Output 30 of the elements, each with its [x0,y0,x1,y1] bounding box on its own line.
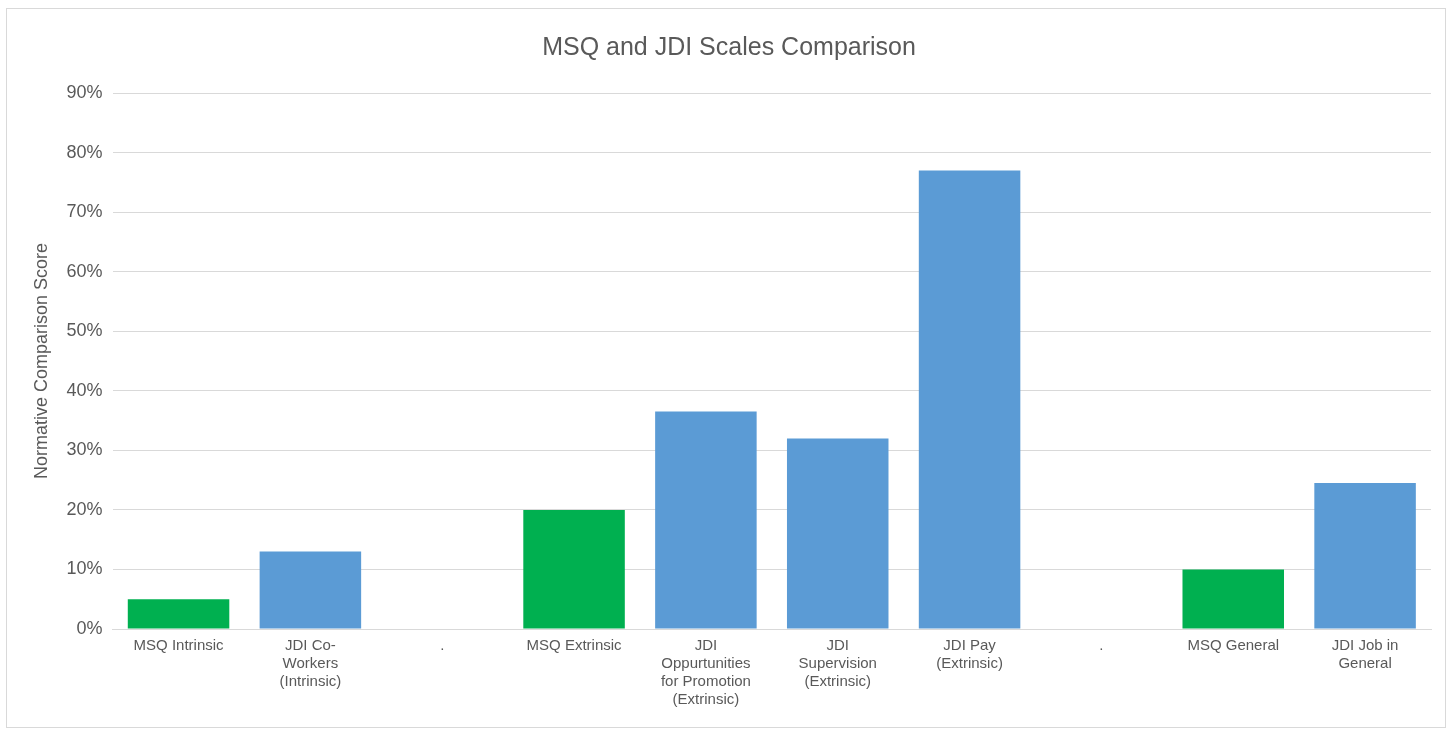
y-tick-label: 70% [66,201,103,222]
x-tick-label: JDI Co-Workers (Intrinsic) [279,636,342,690]
y-tick-label: 80% [66,141,103,162]
y-tick-label: 90% [66,81,103,102]
bar [127,599,230,629]
x-tick-label: . [440,636,445,654]
bar [1182,569,1284,629]
x-tick-label: MSQ Intrinsic [133,636,225,654]
bar [523,509,625,629]
y-tick-label: 0% [76,617,103,638]
x-tick-label: . [1099,636,1104,654]
bar [259,551,362,629]
bar [655,411,757,629]
bar [786,438,889,629]
y-tick-label: 40% [66,379,103,400]
bar [1314,483,1416,629]
x-tick-label: JDI Oppurtunities for Promotion (Extrinsic) [660,636,751,708]
y-axis-title: Normative Comparison Score [30,242,51,480]
y-tick-label: 60% [66,260,103,281]
x-tick-label: MSQ Extrinsic [526,636,623,654]
x-tick-label: JDI Job in General [1331,636,1399,672]
x-tick-label: MSQ General [1187,636,1280,654]
y-tick-label: 30% [66,439,103,460]
y-tick-label: 20% [66,498,103,519]
y-tick-label: 50% [66,320,103,341]
bar [918,170,1021,629]
chart-title: MSQ and JDI Scales Comparison [542,31,916,60]
x-tick-label: JDI Pay (Extrinsic) [936,636,1003,672]
y-tick-label: 10% [66,558,103,579]
x-tick-label: JDI Supervision (Extrinsic) [798,636,877,690]
